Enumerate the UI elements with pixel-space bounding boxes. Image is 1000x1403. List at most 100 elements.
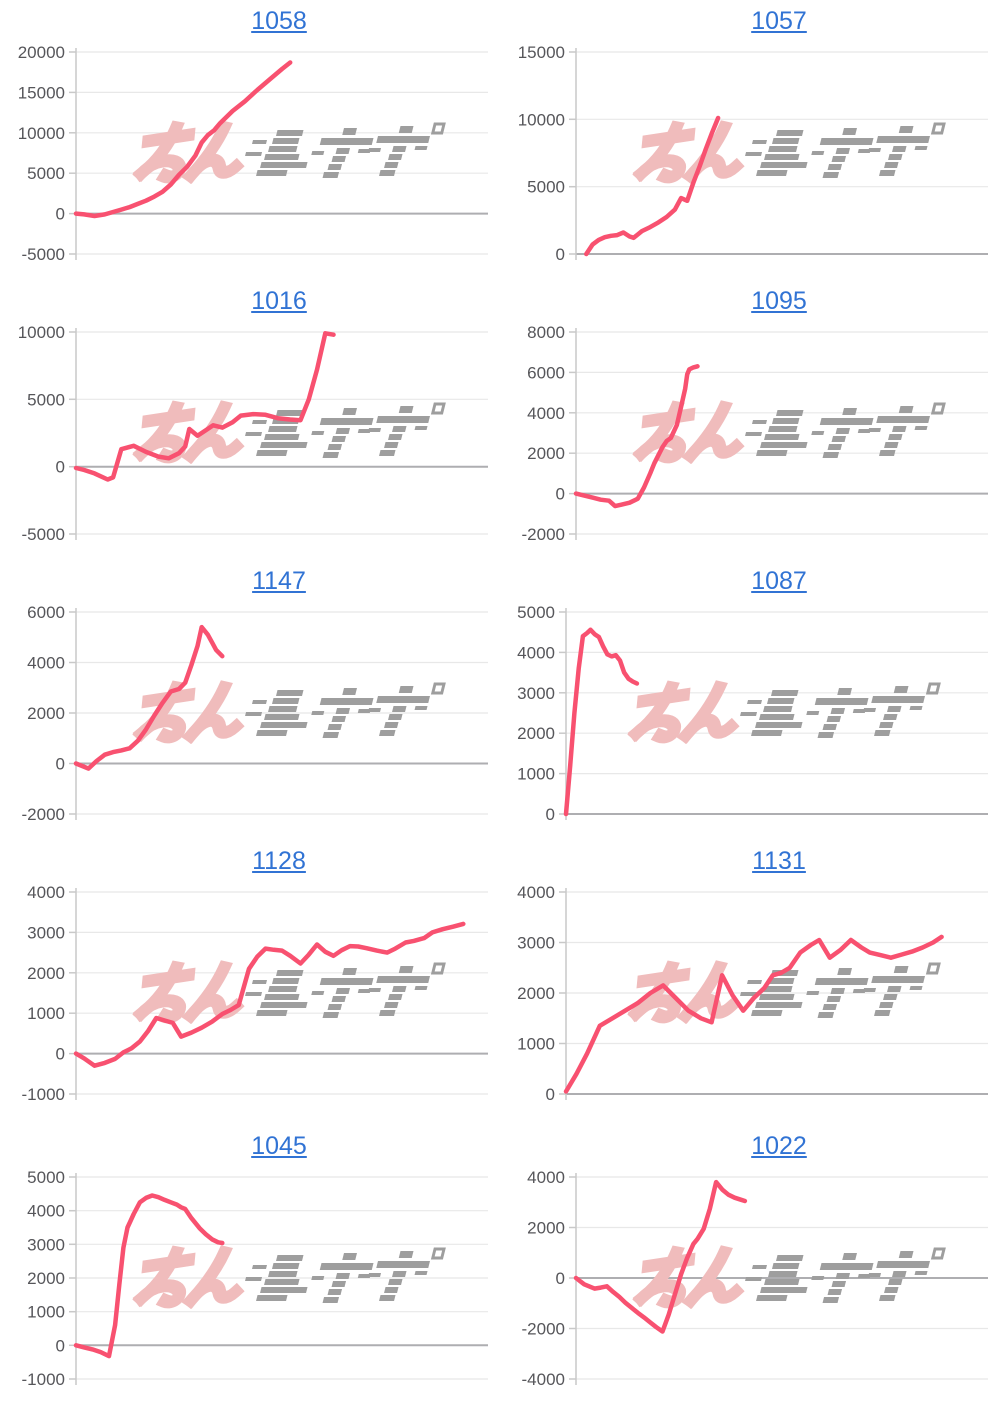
y-tick-label: 0 xyxy=(546,805,555,824)
y-tick-label: 2000 xyxy=(517,724,555,743)
y-tick-label: 5000 xyxy=(27,164,65,183)
chart-cell-1087: 1087 5000 4000 3000 2000 1000 0 xyxy=(500,560,1000,840)
y-tick-label: 2000 xyxy=(27,704,65,723)
chart-plot-svg: 4000 3000 2000 1000 0 xyxy=(517,883,988,1104)
y-tick-label: 3000 xyxy=(517,684,555,703)
chart-plot-svg: 20000 15000 10000 5000 0 -5000 xyxy=(18,43,488,264)
y-tick-label: 3000 xyxy=(27,923,65,942)
chart-cell-1057: 1057 15000 10000 5000 0 xyxy=(500,0,1000,280)
y-tick-label: 0 xyxy=(546,1085,555,1104)
y-tick-label: 3000 xyxy=(27,1235,65,1254)
series-line xyxy=(73,331,336,482)
y-tick-label: 2000 xyxy=(27,1269,65,1288)
y-tick-label: 2000 xyxy=(517,984,555,1003)
y-tick-label: 1000 xyxy=(27,1004,65,1023)
y-tick-label: -2000 xyxy=(22,805,65,824)
series-line xyxy=(73,1193,225,1359)
chart-cell-1095: 1095 8000 6000 4000 2000 0 -2000 xyxy=(500,280,1000,560)
chart-cell-1058: 1058 20000 15000 10000 5000 0 -5000 xyxy=(0,0,500,280)
chart-cell-1128: 1128 4000 3000 2000 1000 0 -1000 xyxy=(0,840,500,1125)
minrepo-watermark xyxy=(140,964,444,1018)
chart-title-link[interactable]: 1131 xyxy=(752,847,806,875)
y-tick-label: 10000 xyxy=(18,124,65,143)
chart-plot-svg: 5000 4000 3000 2000 1000 0 xyxy=(517,603,988,824)
series-line xyxy=(73,921,466,1068)
y-tick-label: 4000 xyxy=(27,1202,65,1221)
y-tick-label: 1000 xyxy=(27,1303,65,1322)
chart-plot-svg: 15000 10000 5000 0 xyxy=(518,43,988,264)
y-tick-label: -2000 xyxy=(522,525,565,544)
series-line xyxy=(73,60,293,219)
y-tick-label: 10000 xyxy=(18,323,65,342)
y-tick-label: 5000 xyxy=(517,603,555,622)
y-tick-label: 5000 xyxy=(527,178,565,197)
y-tick-label: -1000 xyxy=(22,1370,65,1389)
y-tick-label: -2000 xyxy=(522,1320,565,1339)
minrepo-watermark xyxy=(640,124,944,178)
y-tick-label: 0 xyxy=(56,1336,65,1355)
y-tick-label: -1000 xyxy=(22,1085,65,1104)
minrepo-watermark xyxy=(140,1249,444,1303)
chart-title-link[interactable]: 1045 xyxy=(251,1132,307,1160)
y-tick-label: 8000 xyxy=(527,323,565,342)
minrepo-watermark xyxy=(635,684,939,738)
y-tick-label: 1000 xyxy=(517,1035,555,1054)
chart-cell-1147: 1147 6000 4000 2000 0 -2000 xyxy=(0,560,500,840)
y-tick-label: 5000 xyxy=(27,390,65,409)
series-line xyxy=(563,627,640,817)
y-tick-label: 4000 xyxy=(27,654,65,673)
y-tick-label: 6000 xyxy=(527,363,565,382)
series-line xyxy=(584,115,721,257)
series-line xyxy=(73,624,225,771)
y-tick-label: 2000 xyxy=(527,444,565,463)
y-tick-label: 0 xyxy=(56,205,65,224)
y-tick-label: 0 xyxy=(556,1269,565,1288)
y-tick-label: 4000 xyxy=(527,1168,565,1187)
y-tick-label: 4000 xyxy=(527,404,565,423)
series-line xyxy=(573,1179,748,1334)
chart-plot-svg: 10000 5000 0 -5000 xyxy=(18,323,488,544)
chart-title-link[interactable]: 1095 xyxy=(751,287,807,315)
chart-title-link[interactable]: 1022 xyxy=(751,1132,807,1160)
minrepo-watermark xyxy=(640,404,944,458)
y-tick-label: 0 xyxy=(56,1045,65,1064)
y-tick-label: 2000 xyxy=(27,964,65,983)
chart-cell-1045: 1045 5000 4000 3000 2000 1000 0 -1000 xyxy=(0,1125,500,1403)
chart-plot-svg: 6000 4000 2000 0 -2000 xyxy=(22,603,488,824)
y-tick-label: 2000 xyxy=(527,1219,565,1238)
y-tick-label: 4000 xyxy=(517,883,555,902)
y-tick-label: 0 xyxy=(56,458,65,477)
y-tick-label: 0 xyxy=(56,755,65,774)
y-tick-label: 5000 xyxy=(27,1168,65,1187)
y-tick-label: -4000 xyxy=(522,1370,565,1389)
chart-plot-svg: 4000 3000 2000 1000 0 -1000 xyxy=(22,883,488,1104)
minrepo-watermark xyxy=(140,684,444,738)
chart-title-link[interactable]: 1058 xyxy=(251,7,307,35)
chart-title-link[interactable]: 1147 xyxy=(252,567,306,595)
y-tick-label: 3000 xyxy=(517,934,555,953)
series-line xyxy=(573,364,700,509)
y-tick-label: 0 xyxy=(556,485,565,504)
chart-plot-svg: 5000 4000 3000 2000 1000 0 -1000 xyxy=(22,1168,488,1389)
y-tick-label: 15000 xyxy=(18,83,65,102)
chart-cell-1022: 1022 4000 2000 0 -2000 -4000 xyxy=(500,1125,1000,1403)
y-tick-label: 4000 xyxy=(517,643,555,662)
y-tick-label: -5000 xyxy=(22,525,65,544)
y-tick-label: 10000 xyxy=(518,110,565,129)
chart-plot-svg: 4000 2000 0 -2000 -4000 xyxy=(522,1168,988,1389)
y-tick-label: -5000 xyxy=(22,245,65,264)
chart-cell-1016: 1016 10000 5000 0 -5000 xyxy=(0,280,500,560)
minrepo-watermark xyxy=(140,404,444,458)
chart-title-link[interactable]: 1128 xyxy=(252,847,306,875)
chart-title-link[interactable]: 1087 xyxy=(751,567,807,595)
y-tick-label: 4000 xyxy=(27,883,65,902)
y-tick-label: 15000 xyxy=(518,43,565,62)
y-tick-label: 0 xyxy=(556,245,565,264)
chart-plot-svg: 8000 6000 4000 2000 0 -2000 xyxy=(522,323,988,544)
y-tick-label: 6000 xyxy=(27,603,65,622)
y-tick-label: 20000 xyxy=(18,43,65,62)
series-line xyxy=(563,934,944,1094)
chart-title-link[interactable]: 1057 xyxy=(751,7,807,35)
chart-title-link[interactable]: 1016 xyxy=(251,287,307,315)
